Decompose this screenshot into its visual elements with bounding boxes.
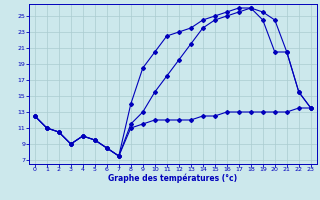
X-axis label: Graphe des températures (°c): Graphe des températures (°c)	[108, 174, 237, 183]
